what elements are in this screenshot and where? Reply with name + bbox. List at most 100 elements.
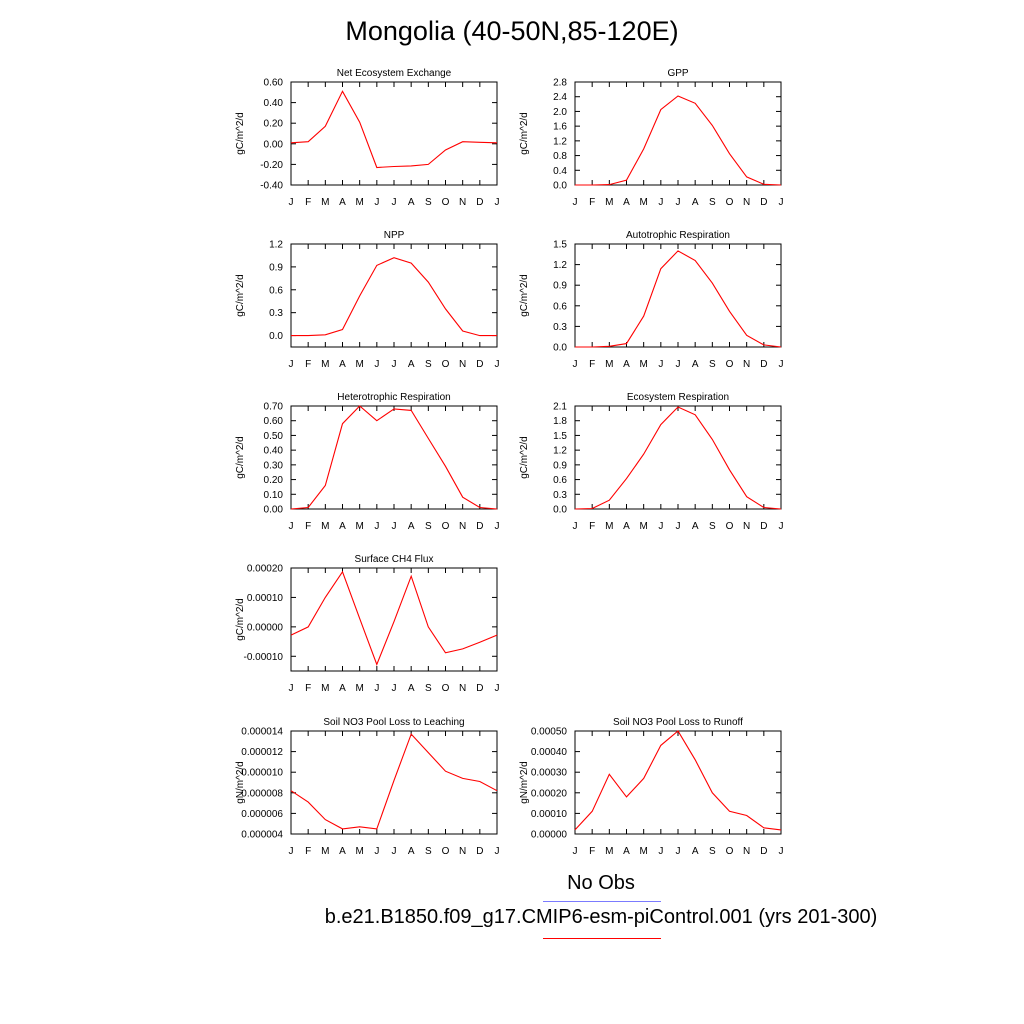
x-tick-label: M (321, 846, 329, 857)
x-tick-label: A (623, 846, 630, 857)
y-axis-label: gC/m^2/d (235, 274, 246, 317)
y-tick-label: 0.0 (553, 343, 567, 354)
legend-model-line (543, 938, 661, 939)
chart-panel: Ecosystem Respiration gC/m^2/d 0.0 0.3 0.6 0.… (519, 392, 784, 532)
chart-title: Ecosystem Respiration (627, 392, 729, 403)
x-tick-label: A (692, 359, 699, 370)
x-tick-label: O (442, 359, 450, 370)
x-tick-label: J (289, 683, 294, 694)
x-tick-label: J (573, 521, 578, 532)
x-tick-label: S (709, 359, 716, 370)
y-tick-label: 0.9 (269, 262, 283, 273)
x-tick-label: A (339, 359, 346, 370)
x-tick-label: S (425, 846, 432, 857)
x-tick-label: F (589, 846, 595, 857)
plot-frame (574, 81, 782, 186)
x-tick-label: A (339, 521, 346, 532)
y-tick-label: 0.00030 (531, 768, 568, 779)
x-tick-label: J (658, 197, 663, 208)
x-tick-label: N (743, 359, 750, 370)
y-tick-label: 0.6 (269, 285, 283, 296)
x-tick-label: A (408, 846, 415, 857)
x-tick-label: D (476, 683, 483, 694)
legend-obs-label: No Obs (567, 872, 635, 894)
series-line (290, 733, 498, 830)
series-line (290, 570, 498, 667)
y-tick-label: 0.30 (264, 460, 284, 471)
x-tick-label: O (442, 521, 450, 532)
y-tick-label: -0.40 (260, 181, 283, 192)
x-tick-label: N (743, 521, 750, 532)
y-axis-label: gC/m^2/d (235, 112, 246, 155)
x-tick-label: O (726, 197, 734, 208)
x-tick-label: J (676, 846, 681, 857)
x-tick-label: N (743, 846, 750, 857)
x-tick-label: J (779, 197, 784, 208)
y-tick-label: 1.5 (553, 240, 567, 251)
x-tick-label: J (374, 846, 379, 857)
x-tick-label: J (392, 683, 397, 694)
y-tick-label: 0.3 (553, 490, 567, 501)
x-tick-label: S (425, 359, 432, 370)
x-tick-label: O (726, 359, 734, 370)
y-tick-label: 2.0 (553, 107, 567, 118)
chart-panel: Surface CH4 Flux gC/m^2/d -0.00010 0.00000 0… (235, 554, 500, 694)
plot-frame (290, 81, 498, 186)
x-tick-label: F (589, 521, 595, 532)
x-tick-label: J (392, 521, 397, 532)
x-tick-label: A (692, 846, 699, 857)
y-tick-label: 0.000004 (241, 830, 283, 841)
x-tick-label: M (605, 197, 613, 208)
x-tick-label: F (305, 846, 311, 857)
x-tick-label: A (408, 521, 415, 532)
chart-title: Heterotrophic Respiration (337, 392, 450, 403)
y-tick-label: 0.000012 (241, 747, 283, 758)
x-tick-label: M (639, 521, 647, 532)
x-tick-label: J (495, 197, 500, 208)
x-tick-label: J (779, 521, 784, 532)
x-tick-label: J (495, 521, 500, 532)
y-tick-label: 0.00050 (531, 727, 568, 738)
y-tick-label: 2.1 (553, 402, 567, 413)
y-axis-label: gC/m^2/d (235, 598, 246, 641)
chart-panel: Soil NO3 Pool Loss to RunoffgN/m^2/d0.00… (519, 717, 784, 857)
x-tick-label: J (289, 846, 294, 857)
y-tick-label: 0.000014 (241, 727, 283, 738)
x-tick-label: D (476, 846, 483, 857)
x-tick-label: N (459, 521, 466, 532)
series-line (574, 406, 782, 510)
y-tick-label: -0.20 (260, 160, 283, 171)
x-tick-label: S (709, 846, 716, 857)
x-tick-label: J (374, 197, 379, 208)
chart-title: NPP (384, 230, 405, 241)
x-tick-label: J (374, 521, 379, 532)
x-tick-label: D (760, 197, 767, 208)
x-tick-label: J (495, 846, 500, 857)
x-tick-label: J (658, 521, 663, 532)
chart-panel: Soil NO3 Pool Loss to LeachinggN/m^2/d0.… (235, 717, 500, 857)
x-tick-label: M (639, 359, 647, 370)
x-tick-label: S (425, 197, 432, 208)
y-tick-label: 2.4 (553, 92, 567, 103)
x-tick-label: N (459, 197, 466, 208)
x-tick-label: A (339, 846, 346, 857)
series-line (290, 405, 498, 510)
plot-frame (574, 243, 782, 348)
x-tick-label: J (779, 846, 784, 857)
x-tick-label: J (289, 359, 294, 370)
y-tick-label: 0.40 (264, 98, 284, 109)
x-tick-label: F (589, 197, 595, 208)
chart-title: GPP (667, 68, 688, 79)
x-tick-label: N (459, 846, 466, 857)
x-tick-label: A (623, 521, 630, 532)
y-tick-label: 1.2 (553, 136, 567, 147)
y-tick-label: 0.000010 (241, 768, 283, 779)
x-tick-label: D (760, 846, 767, 857)
x-tick-label: S (425, 683, 432, 694)
x-tick-label: O (442, 197, 450, 208)
y-tick-label: 0.50 (264, 431, 284, 442)
x-tick-label: N (459, 359, 466, 370)
x-tick-label: M (639, 197, 647, 208)
